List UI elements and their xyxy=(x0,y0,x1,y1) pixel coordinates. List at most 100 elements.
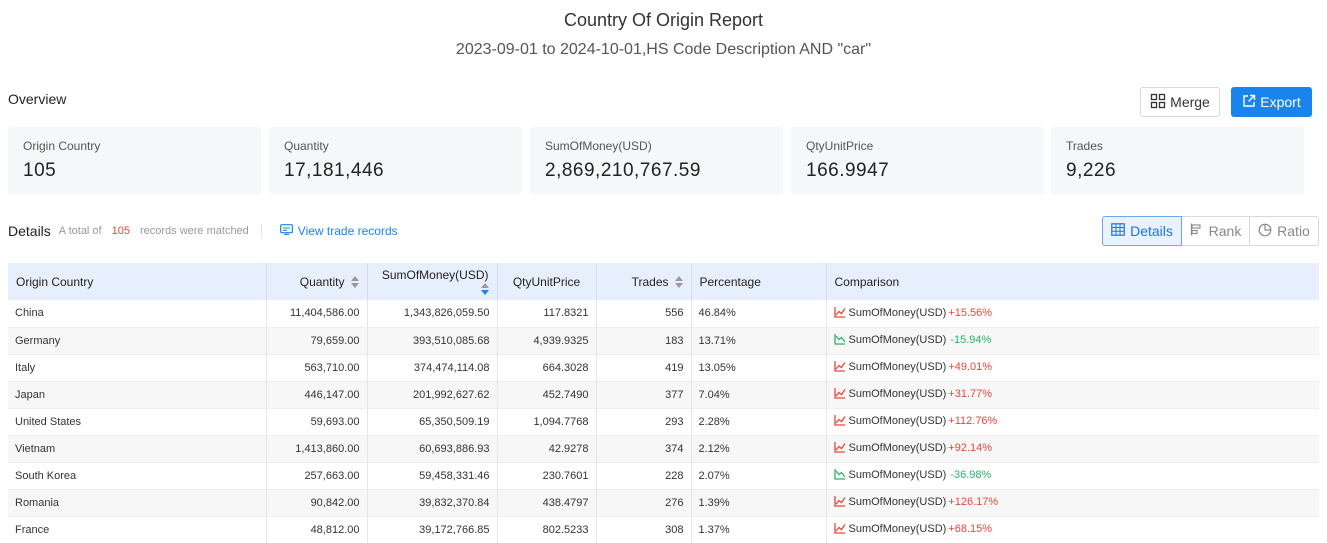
cell-percentage: 1.39% xyxy=(691,489,827,517)
cell-comparison: SumOfMoney(USD) +92.14% xyxy=(826,435,1319,463)
cell-origin-country: Vietnam xyxy=(8,435,267,463)
pie-icon xyxy=(1258,223,1272,240)
trend-up-chart-icon xyxy=(833,360,846,375)
card-label: Quantity xyxy=(284,139,329,153)
cell-sum-of-money: 393,510,085.68 xyxy=(367,327,498,355)
records-note-prefix: A total of xyxy=(58,225,102,237)
cell-trades: 419 xyxy=(596,354,692,382)
cell-comparison: SumOfMoney(USD) +68.15% xyxy=(826,516,1319,543)
comparison-change: -36.98% xyxy=(950,469,992,481)
cell-sum-of-money: 65,350,509.19 xyxy=(367,408,498,436)
table-row[interactable]: South Korea 257,663.00 59,458,331.46 230.76… xyxy=(8,462,1319,490)
card-trades: Trades 9,226 xyxy=(1051,127,1304,194)
tab-rank[interactable]: Rank xyxy=(1181,216,1250,246)
column-header-origin-country: Origin Country xyxy=(8,263,267,300)
cell-quantity: 90,842.00 xyxy=(266,489,368,517)
trend-up-chart-icon xyxy=(833,387,846,402)
cell-trades: 293 xyxy=(596,408,692,436)
sort-icon[interactable] xyxy=(480,283,489,296)
table-row[interactable]: China 11,404,586.00 1,343,826,059.50 117.83… xyxy=(8,300,1319,328)
table-row[interactable]: United States 59,693.00 65,350,509.19 1,094… xyxy=(8,408,1319,436)
cell-origin-country: Germany xyxy=(8,327,267,355)
comparison-label: SumOfMoney(USD) xyxy=(848,523,947,535)
comparison-change: +15.56% xyxy=(948,306,993,319)
sort-icon[interactable] xyxy=(674,276,683,289)
column-header-quantity[interactable]: Quantity xyxy=(266,263,368,300)
cell-percentage: 2.12% xyxy=(691,435,827,463)
comparison-label: SumOfMoney(USD) xyxy=(848,496,947,508)
comparison-change: +126.17% xyxy=(948,496,999,508)
comparison-change: +31.77% xyxy=(948,388,993,400)
merge-button[interactable]: Merge xyxy=(1140,87,1220,117)
trend-up-chart-icon xyxy=(833,441,846,456)
details-bar: Details A total of 105 records were matc… xyxy=(8,220,398,242)
comparison-change: +112.76% xyxy=(948,415,998,427)
card-label: QtyUnitPrice xyxy=(806,139,874,153)
records-count: 105 xyxy=(111,225,130,237)
cell-qty-unit-price: 1,094.7768 xyxy=(497,408,597,436)
cell-qty-unit-price: 452.7490 xyxy=(497,381,597,409)
card-label: SumOfMoney(USD) xyxy=(545,139,652,153)
cell-trades: 556 xyxy=(596,300,692,328)
cell-quantity: 563,710.00 xyxy=(266,354,368,382)
tab-details[interactable]: Details xyxy=(1102,216,1182,246)
cell-percentage: 2.07% xyxy=(691,462,827,490)
card-value: 9,226 xyxy=(1066,160,1117,181)
comparison-change: -15.94% xyxy=(950,334,992,346)
cell-qty-unit-price: 4,939.9325 xyxy=(497,327,597,355)
cell-qty-unit-price: 438.4797 xyxy=(497,489,597,517)
cell-percentage: 46.84% xyxy=(691,300,827,328)
cell-comparison: SumOfMoney(USD) +126.17% xyxy=(826,489,1319,517)
tab-ratio[interactable]: Ratio xyxy=(1249,216,1319,246)
cell-qty-unit-price: 117.8321 xyxy=(497,300,597,328)
trend-down-chart-icon xyxy=(833,333,846,348)
trend-down-chart-icon xyxy=(833,468,846,483)
cell-percentage: 13.05% xyxy=(691,354,827,382)
column-header-comparison: Comparison xyxy=(826,263,1319,300)
cell-quantity: 59,693.00 xyxy=(266,408,368,436)
table-row[interactable]: Japan 446,147.00 201,992,627.62 452.7490 377… xyxy=(8,381,1319,409)
cell-sum-of-money: 1,343,826,059.50 xyxy=(367,300,498,328)
table-row[interactable]: Romania 90,842.00 39,832,370.84 438.4797 276… xyxy=(8,489,1319,517)
external-link-icon xyxy=(1242,94,1256,111)
comparison-label: SumOfMoney(USD) xyxy=(848,388,947,400)
cell-percentage: 7.04% xyxy=(691,381,827,409)
cell-origin-country: China xyxy=(8,300,267,328)
records-icon xyxy=(279,224,293,238)
column-header-trades[interactable]: Trades xyxy=(596,263,692,300)
cell-qty-unit-price: 664.3028 xyxy=(497,354,597,382)
sort-icon[interactable] xyxy=(350,276,359,289)
cell-qty-unit-price: 230.7601 xyxy=(497,462,597,490)
view-switcher: Details Rank Ratio xyxy=(1102,216,1319,246)
comparison-change: +92.14% xyxy=(948,442,993,454)
trend-up-chart-icon xyxy=(833,306,846,321)
cell-comparison: SumOfMoney(USD) -15.94% xyxy=(826,327,1319,355)
comparison-label: SumOfMoney(USD) xyxy=(848,469,947,481)
table-row[interactable]: Vietnam 1,413,860.00 60,693,886.93 42.9278 3… xyxy=(8,435,1319,463)
card-value: 166.9947 xyxy=(806,160,890,181)
view-trade-records-link[interactable]: View trade records xyxy=(279,224,398,238)
cell-comparison: SumOfMoney(USD) -36.98% xyxy=(826,462,1319,490)
table-header-row: Origin Country Quantity SumOfMoney(USD) … xyxy=(8,263,1319,300)
cell-origin-country: Japan xyxy=(8,381,267,409)
cell-origin-country: South Korea xyxy=(8,462,267,490)
cell-origin-country: United States xyxy=(8,408,267,436)
cell-sum-of-money: 59,458,331.46 xyxy=(367,462,498,490)
cell-percentage: 13.71% xyxy=(691,327,827,355)
comparison-label: SumOfMoney(USD) xyxy=(848,442,947,454)
table-row[interactable]: Italy 563,710.00 374,474,114.08 664.3028 419… xyxy=(8,354,1319,382)
cell-trades: 183 xyxy=(596,327,692,355)
table-row[interactable]: Germany 79,659.00 393,510,085.68 4,939.9325… xyxy=(8,327,1319,355)
cell-trades: 308 xyxy=(596,516,692,543)
view-trade-records-label: View trade records xyxy=(297,224,398,238)
table-row[interactable]: France 48,812.00 39,172,766.85 802.5233 308 1… xyxy=(8,516,1319,543)
column-header-sum-of-money[interactable]: SumOfMoney(USD) xyxy=(367,263,498,300)
comparison-change: +68.15% xyxy=(948,523,993,535)
cell-quantity: 446,147.00 xyxy=(266,381,368,409)
card-label: Origin Country xyxy=(23,139,101,153)
overview-cards: Origin Country 105 Quantity 17,181,446 S… xyxy=(8,127,1308,194)
export-button[interactable]: Export xyxy=(1231,87,1312,117)
report-title: Country Of Origin Report xyxy=(563,10,764,30)
cell-comparison: SumOfMoney(USD) +112.76% xyxy=(826,408,1319,436)
table-icon xyxy=(1111,223,1125,239)
